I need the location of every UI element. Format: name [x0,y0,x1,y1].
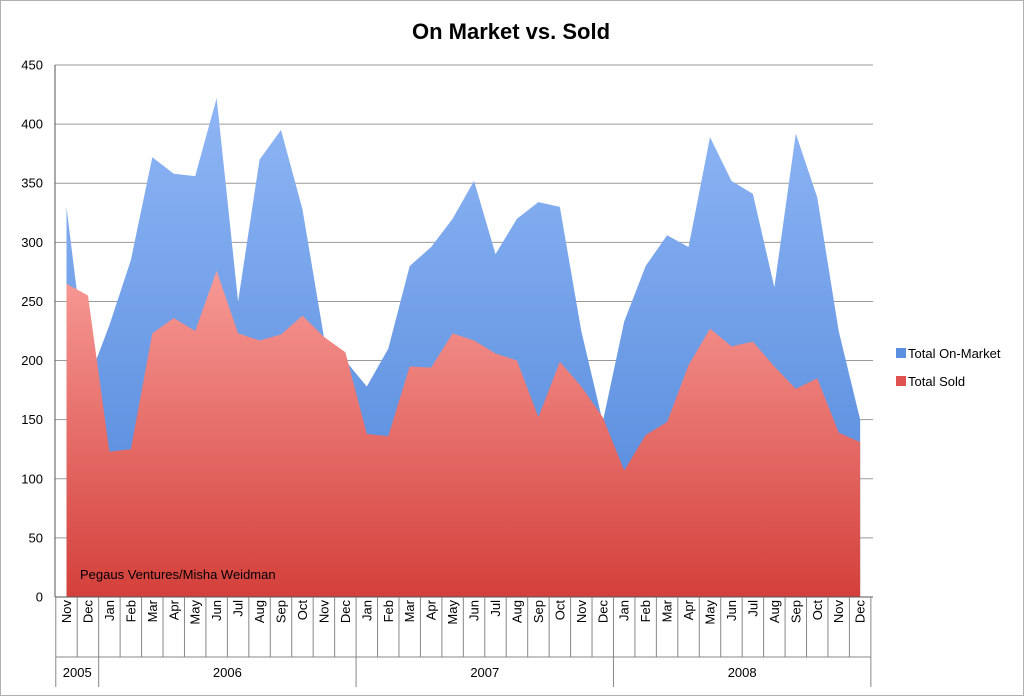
year-label: 2007 [470,665,499,680]
x-tick-label: Oct [295,600,310,621]
x-tick-label: Jun [467,600,482,621]
x-tick-label: Jan [102,600,117,621]
year-label: 2005 [63,665,92,680]
x-tick-label: Nov [59,600,74,624]
y-tick-label: 100 [21,471,43,486]
x-tick-label: Apr [424,599,439,620]
x-tick-label: Feb [123,600,138,622]
legend: Total On-Market Total Sold [896,346,1001,389]
x-tick-label: Jun [209,600,224,621]
legend-label: Total On-Market [908,346,1001,361]
x-tick-label: Jan [359,600,374,621]
x-tick-label: Sep [788,600,803,623]
x-tick-label: Mar [660,599,675,622]
y-tick-label: 450 [21,58,43,73]
x-tick-label: Feb [638,600,653,622]
series-areas [66,98,861,597]
x-tick-label: Oct [552,600,567,621]
y-tick-label: 250 [21,294,43,309]
x-tick-label: May [188,600,203,625]
x-tick-label: Aug [767,600,782,623]
legend-label: Total Sold [908,374,965,389]
x-tick-label: Sep [531,600,546,623]
x-tick-label: Sep [274,600,289,623]
x-tick-label: Aug [252,600,267,623]
legend-swatch [896,376,906,386]
x-tick-label: May [703,600,718,625]
chart-title: On Market vs. Sold [412,19,610,44]
x-tick-labels: Nov Dec Jan Feb Mar Apr May Jun Jul Aug Sep Oct Nov D… [55,597,872,657]
axes [54,65,873,598]
year-label: 2006 [213,665,242,680]
x-tick-label: Jul [488,600,503,617]
x-tick-label: Dec [595,600,610,624]
x-tick-label: Mar [402,599,417,622]
y-tick-label: 200 [21,353,43,368]
legend-swatch [896,348,906,358]
x-tick-label: Dec [80,600,95,624]
x-tick-label: Apr [166,599,181,620]
x-tick-label: Mar [145,599,160,622]
year-group-labels: 2005 2006 2007 2008 [55,656,872,687]
x-tick-label: Nov [831,600,846,624]
x-tick-label: Dec [853,600,868,624]
x-tick-label: Aug [509,600,524,623]
x-tick-label: Jul [745,600,760,617]
y-tick-label: 350 [21,176,43,191]
x-tick-label: Dec [338,600,353,624]
year-label: 2008 [728,665,757,680]
y-tick-labels: 0 50 100 150 200 250 300 350 400 450 [21,58,43,605]
y-tick-label: 150 [21,412,43,427]
y-tick-label: 400 [21,117,43,132]
x-tick-label: Nov [574,600,589,624]
x-tick-label: Feb [381,600,396,622]
x-tick-label: Apr [681,599,696,620]
x-tick-label: May [445,600,460,625]
y-tick-label: 50 [29,530,43,545]
x-tick-label: Jun [724,600,739,621]
x-tick-label: Oct [810,600,825,621]
y-tick-label: 0 [36,590,43,605]
x-tick-label: Jan [617,600,632,621]
y-tick-label: 300 [21,235,43,250]
source-annotation: Pegaus Ventures/Misha Weidman [80,567,276,582]
x-tick-label: Jul [231,600,246,617]
series-area-total-sold [66,270,861,597]
x-tick-label: Nov [316,600,331,624]
